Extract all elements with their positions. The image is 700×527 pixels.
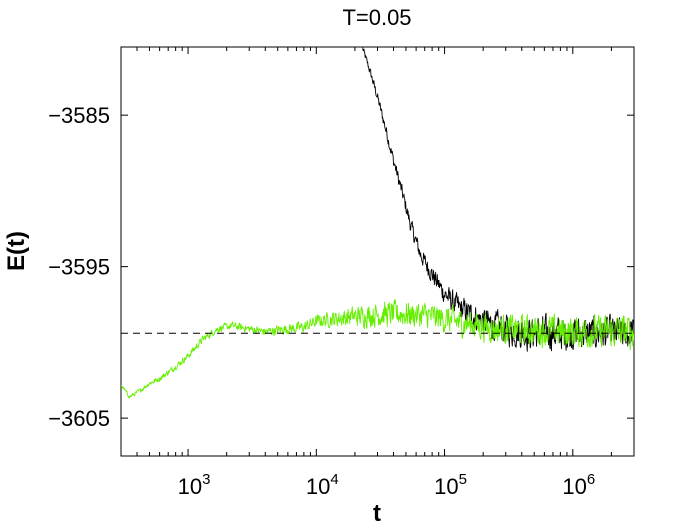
x-axis-title: t bbox=[373, 500, 381, 527]
y-tick-label-0: −3585 bbox=[48, 103, 110, 128]
x-tick-label-1: 104 bbox=[306, 471, 339, 499]
y-tick-label-2: −3605 bbox=[48, 406, 110, 431]
x-tick-label-0: 103 bbox=[178, 471, 211, 499]
x-tick-label-2: 105 bbox=[434, 471, 467, 499]
y-axis-title: E(t) bbox=[3, 231, 30, 271]
plot-frame bbox=[120, 46, 635, 457]
y-tick-label-1: −3595 bbox=[48, 255, 110, 280]
series-line-1 bbox=[121, 299, 634, 399]
x-tick-label-3: 106 bbox=[562, 471, 595, 499]
chart-title: T=0.05 bbox=[342, 5, 411, 30]
